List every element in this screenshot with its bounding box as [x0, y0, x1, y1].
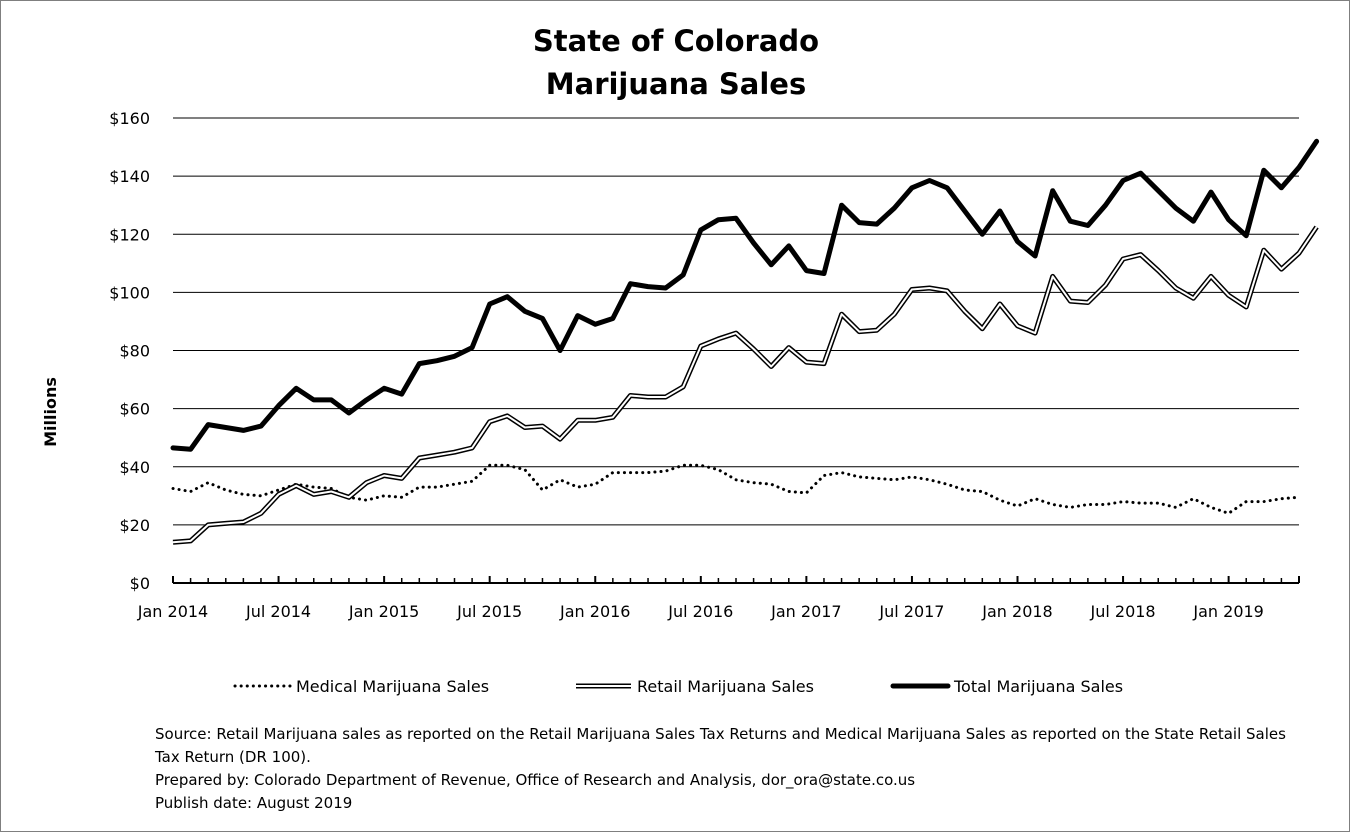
chart-title-line2: Marijuana Sales	[545, 67, 807, 101]
x-tick-label: Jan 2019	[1192, 602, 1263, 621]
y-tick-label: $60	[119, 400, 150, 419]
series-line-inner	[172, 226, 1318, 544]
y-tick-label: $20	[119, 516, 150, 535]
source-line-2: Tax Return (DR 100).	[155, 748, 311, 766]
y-tick-label: $100	[109, 283, 150, 302]
chart-title-line1: State of Colorado	[532, 24, 820, 58]
x-tick-label: Jul 2017	[878, 602, 944, 621]
y-tick-label: $80	[119, 342, 150, 361]
y-tick-label: $0	[130, 574, 150, 593]
legend-label: Retail Marijuana Sales	[637, 677, 814, 696]
y-tick-label: $140	[109, 167, 150, 186]
legend: Medical Marijuana Sales Retail Marijuana …	[233, 677, 1123, 696]
x-tick-label: Jan 2015	[348, 602, 419, 621]
y-tick-label: $120	[109, 225, 150, 244]
x-tick-label: Jan 2016	[559, 602, 630, 621]
y-tick-label: $40	[119, 458, 150, 477]
source-notes: Source: Retail Marijuana sales as report…	[155, 723, 1315, 815]
x-tick-label: Jul 2015	[456, 602, 522, 621]
series-line	[171, 463, 1301, 515]
x-tick-label: Jan 2017	[770, 602, 841, 621]
x-tick-label: Jan 2014	[137, 602, 208, 621]
x-tick-label: Jul 2014	[245, 602, 311, 621]
y-tick-label: $160	[109, 109, 150, 128]
publish-date: Publish date: August 2019	[155, 794, 353, 812]
gridlines	[173, 117, 1299, 526]
legend-label: Total Marijuana Sales	[953, 677, 1123, 696]
legend-label: Medical Marijuana Sales	[296, 677, 489, 696]
x-tick-label: Jan 2018	[981, 602, 1052, 621]
source-line-1: Source: Retail Marijuana sales as report…	[155, 725, 1286, 743]
series-lines	[170, 138, 1320, 545]
prepared-by: Prepared by: Colorado Department of Reve…	[155, 771, 916, 789]
y-axis-label: Millions	[41, 377, 60, 447]
x-tick-label: Jul 2016	[667, 602, 733, 621]
x-tick-label: Jul 2018	[1090, 602, 1156, 621]
axes: $0 $20 $40 $60 $80 $100 $120 $140 $160 Jan 2014 Ju…	[109, 109, 1300, 621]
series-line	[170, 138, 1320, 452]
